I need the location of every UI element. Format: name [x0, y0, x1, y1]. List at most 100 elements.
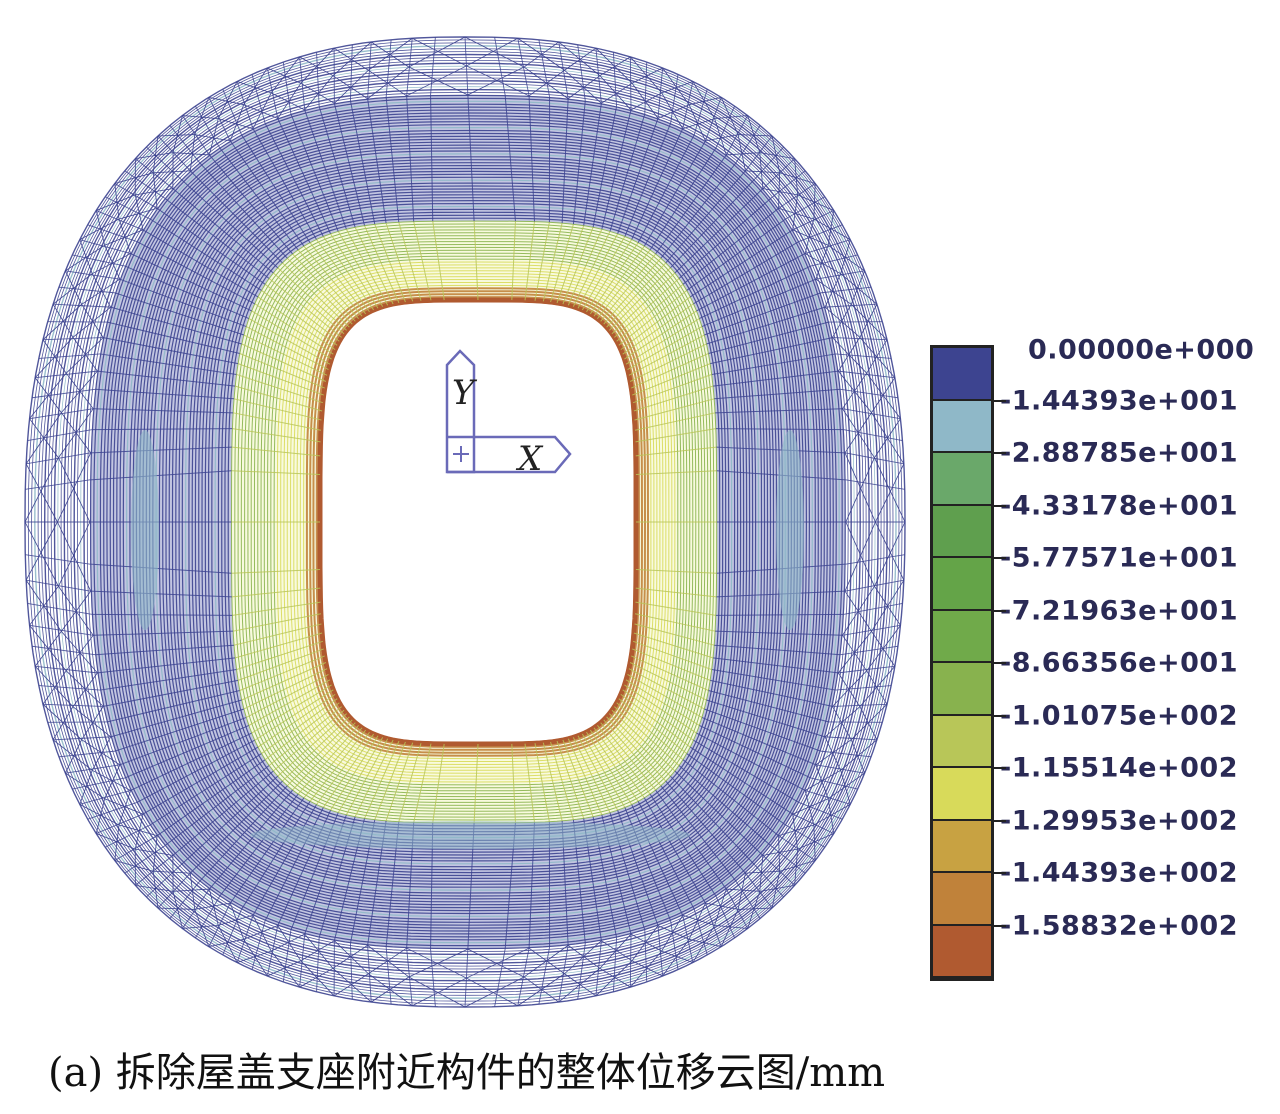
mesh-radial-member [106, 321, 240, 354]
mesh-brace [599, 933, 632, 969]
mesh-brace [813, 804, 851, 826]
mesh-radial-member [219, 147, 299, 251]
mesh-radial-member [715, 105, 736, 148]
mesh-brace [277, 82, 302, 119]
mesh-brace [270, 950, 300, 988]
mesh-brace [65, 670, 104, 707]
mesh-radial-member [511, 743, 516, 823]
mesh-radial-member [114, 292, 245, 336]
mesh-brace [850, 270, 866, 305]
x-arrow-icon [447, 435, 572, 474]
mesh-radial-member [231, 446, 321, 457]
mesh-brace [837, 672, 861, 707]
mesh-radial-member [413, 221, 432, 301]
mesh-radial-member [534, 743, 550, 822]
legend-tick [992, 924, 1006, 927]
mesh-brace [72, 306, 111, 338]
mesh-radial-member [715, 613, 844, 616]
mesh-brace [61, 631, 98, 674]
mesh-radial-member [322, 236, 375, 311]
mesh-brace [118, 218, 132, 254]
mesh-brace [189, 134, 196, 171]
mesh-brace [81, 278, 121, 305]
mesh-brace [52, 303, 74, 338]
mesh-brace [794, 158, 799, 195]
mesh-radial-member [254, 689, 334, 741]
mesh-brace [832, 304, 852, 338]
mesh-radial-member [240, 134, 311, 243]
mesh-radial-member [93, 408, 234, 414]
mesh-brace [114, 172, 154, 184]
mesh-radial-member [282, 716, 350, 782]
legend-band [933, 768, 991, 821]
mesh-brace [840, 739, 878, 771]
mesh-brace [229, 104, 245, 142]
mesh-radial-member [29, 408, 94, 420]
mesh-radial-member [635, 587, 717, 598]
mesh-brace [118, 824, 158, 837]
mesh-brace [58, 408, 94, 458]
mesh-radial-member [701, 278, 817, 328]
legend-band [933, 715, 991, 768]
mesh-radial-member [595, 940, 602, 996]
mesh-radial-member [252, 128, 317, 240]
mesh-brace [845, 457, 875, 523]
mesh-brace [599, 56, 631, 77]
mesh-brace [406, 947, 467, 979]
mesh-brace [866, 625, 901, 672]
legend-band [933, 873, 991, 926]
mesh-radial-member [708, 321, 830, 354]
mesh-radial-member [232, 428, 321, 443]
mesh-brace [824, 706, 861, 738]
mesh-radial-member [243, 334, 328, 376]
mesh-brace [95, 210, 106, 246]
mesh-radial-member [374, 741, 406, 820]
mesh-brace [567, 945, 601, 969]
mesh-brace [34, 377, 62, 413]
mesh-brace [631, 960, 663, 977]
mesh-brace [523, 66, 569, 99]
mesh-brace [792, 814, 799, 850]
mesh-radial-member [670, 775, 755, 865]
legend-label: -1.44393e+002 [1000, 857, 1238, 889]
mesh-radial-member [337, 231, 384, 307]
mesh-radial-member [637, 134, 695, 243]
mesh-brace [875, 521, 905, 581]
mesh-radial-member [631, 128, 684, 240]
mesh-brace [815, 245, 829, 280]
mesh-radial-member [593, 727, 645, 799]
mesh-radial-member [632, 640, 712, 671]
mesh-brace [688, 902, 706, 940]
mesh-brace [630, 56, 662, 94]
mesh-radial-member [239, 655, 325, 691]
mesh-brace [135, 152, 174, 160]
mesh-brace [42, 339, 67, 374]
legend-band [933, 400, 991, 453]
mesh-radial-member [130, 732, 252, 791]
mesh-radial-member [711, 353, 836, 375]
mesh-radial-member [572, 737, 611, 813]
mesh-brace [135, 848, 173, 856]
mesh-brace [52, 739, 93, 771]
mesh-radial-member [231, 569, 321, 574]
mesh-radial-member [374, 224, 406, 303]
mesh-radial-member [277, 118, 332, 235]
mesh-radial-member [398, 743, 422, 822]
mesh-radial-member [609, 267, 671, 331]
mesh-radial-member [581, 733, 626, 808]
mesh-radial-member [29, 624, 94, 636]
mesh-radial-member [254, 303, 334, 355]
mesh-radial-member [330, 233, 379, 309]
mesh-brace [25, 579, 62, 632]
mesh-radial-member [624, 123, 672, 237]
mesh-radial-member [625, 679, 700, 726]
x-axis-label: X [515, 439, 544, 479]
mesh-radial-member [810, 254, 858, 267]
mesh-radial-member [670, 74, 679, 124]
mesh-radial-member [309, 242, 367, 315]
mesh-radial-member [634, 398, 715, 421]
mesh-radial-member [550, 224, 574, 303]
mesh-brace [840, 770, 851, 805]
mesh-radial-member [257, 693, 336, 748]
mesh-brace [104, 229, 144, 246]
